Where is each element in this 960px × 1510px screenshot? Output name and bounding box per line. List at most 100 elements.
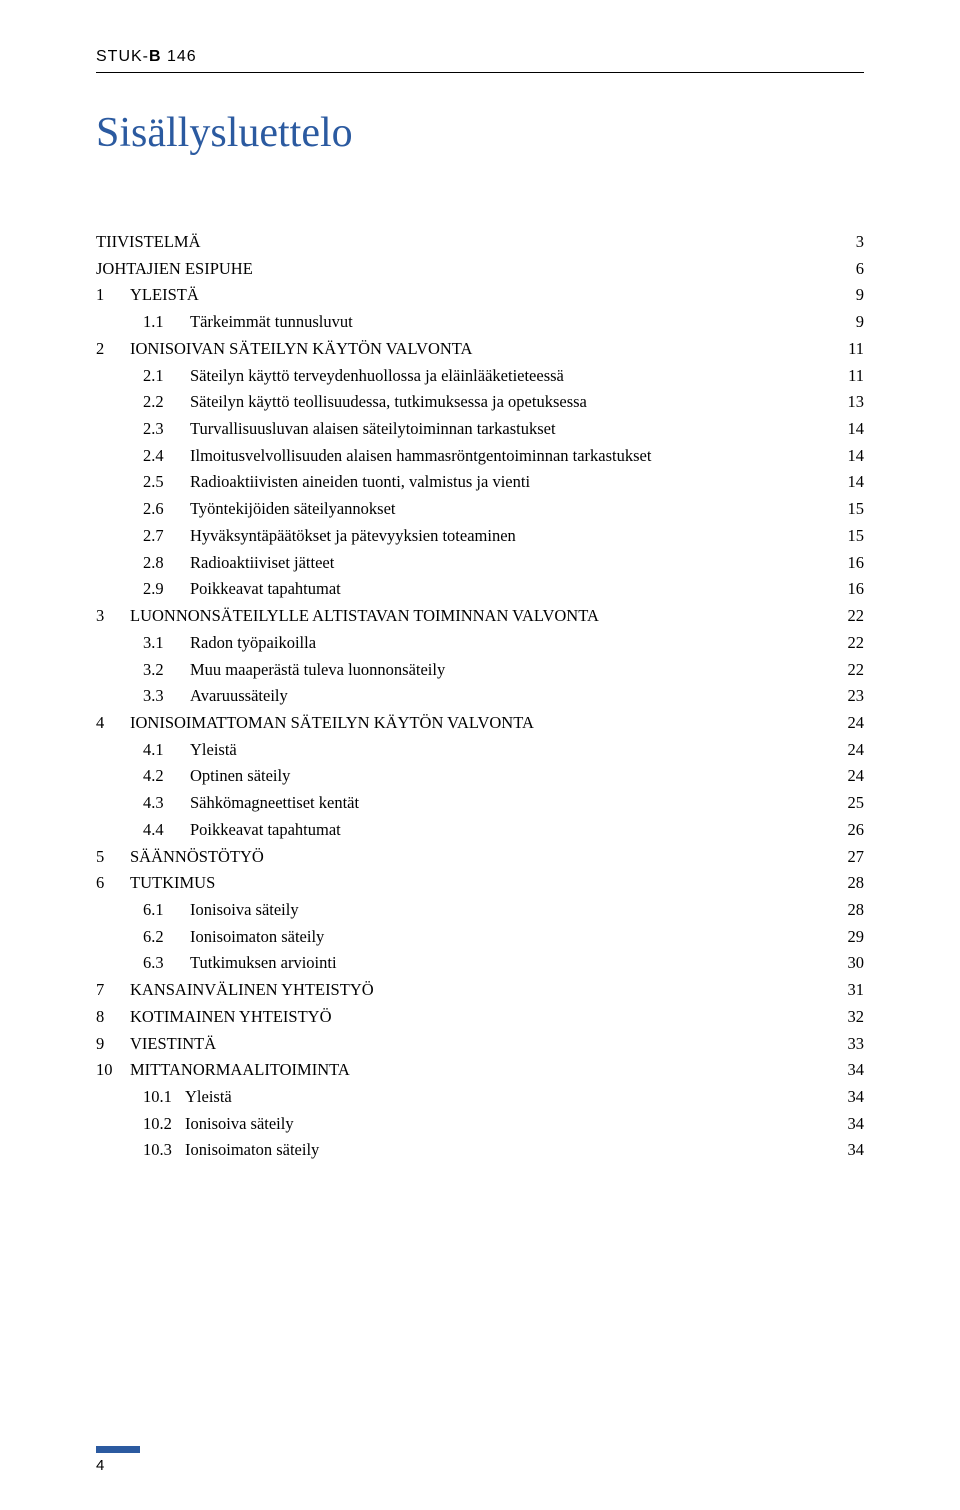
- toc-chapter: 3LUONNONSÄTEILYLLE ALTISTAVAN TOIMINNAN …: [96, 603, 864, 630]
- toc-entry-label: 1.1Tärkeimmät tunnusluvut: [96, 309, 824, 336]
- toc-chapter: 7KANSAINVÄLINEN YHTEISTYÖ31: [96, 977, 864, 1004]
- table-of-contents: TIIVISTELMÄ3JOHTAJIEN ESIPUHE61YLEISTÄ91…: [96, 229, 864, 1164]
- toc-section-number: 2.7: [143, 523, 190, 550]
- toc-section-title: Hyväksyntäpäätökset ja pätevyyksien tote…: [190, 526, 516, 545]
- toc-page-number: 6: [824, 256, 864, 283]
- toc-section-number: 10.3: [143, 1137, 185, 1164]
- toc-page-number: 13: [824, 389, 864, 416]
- toc-section-number: 4.2: [143, 763, 190, 790]
- toc-entry-label: 1YLEISTÄ: [96, 282, 824, 309]
- toc-entry-label: 2.4Ilmoitusvelvollisuuden alaisen hammas…: [96, 443, 824, 470]
- toc-chapter-title: JOHTAJIEN ESIPUHE: [96, 259, 253, 278]
- toc-section-number: 4.3: [143, 790, 190, 817]
- toc-chapter-title: MITTANORMAALITOIMINTA: [130, 1060, 350, 1079]
- toc-page-number: 24: [824, 710, 864, 737]
- toc-section-number: 1.1: [143, 309, 190, 336]
- toc-section-number: 3.1: [143, 630, 190, 657]
- toc-entry-label: 10.2Ionisoiva säteily: [96, 1111, 824, 1138]
- toc-page-number: 28: [824, 870, 864, 897]
- toc-section: 10.1Yleistä34: [96, 1084, 864, 1111]
- toc-section-title: Radioaktiivisten aineiden tuonti, valmis…: [190, 472, 530, 491]
- toc-entry-label: 2.9Poikkeavat tapahtumat: [96, 576, 824, 603]
- toc-chapter-number: 8: [96, 1004, 130, 1031]
- toc-page-number: 34: [824, 1057, 864, 1084]
- toc-entry-label: 4.1Yleistä: [96, 737, 824, 764]
- toc-entry-label: 8KOTIMAINEN YHTEISTYÖ: [96, 1004, 824, 1031]
- toc-page-number: 29: [824, 924, 864, 951]
- toc-section: 2.2Säteilyn käyttö teollisuudessa, tutki…: [96, 389, 864, 416]
- toc-entry-label: 6.2Ionisoimaton säteily: [96, 924, 824, 951]
- toc-entry-label: 4.4Poikkeavat tapahtumat: [96, 817, 824, 844]
- toc-section-title: Radon työpaikoilla: [190, 633, 316, 652]
- toc-section-title: Poikkeavat tapahtumat: [190, 820, 341, 839]
- toc-section-number: 4.4: [143, 817, 190, 844]
- toc-section-title: Sähkömagneettiset kentät: [190, 793, 359, 812]
- toc-entry-label: 10.3Ionisoimaton säteily: [96, 1137, 824, 1164]
- toc-entry-label: 2IONISOIVAN SÄTEILYN KÄYTÖN VALVONTA: [96, 336, 824, 363]
- toc-chapter-number: 10: [96, 1057, 130, 1084]
- toc-page-number: 26: [824, 817, 864, 844]
- toc-page-number: 14: [824, 469, 864, 496]
- toc-section: 4.4Poikkeavat tapahtumat26: [96, 817, 864, 844]
- toc-section-number: 2.9: [143, 576, 190, 603]
- toc-page-number: 32: [824, 1004, 864, 1031]
- toc-section: 4.2Optinen säteily24: [96, 763, 864, 790]
- toc-page-number: 34: [824, 1137, 864, 1164]
- toc-section-title: Ionisoiva säteily: [185, 1114, 294, 1133]
- toc-entry-label: 2.6Työntekijöiden säteilyannokset: [96, 496, 824, 523]
- toc-chapter-title: IONISOIMATTOMAN SÄTEILYN KÄYTÖN VALVONTA: [130, 713, 534, 732]
- toc-chapter-title: TUTKIMUS: [130, 873, 215, 892]
- toc-chapter: 2IONISOIVAN SÄTEILYN KÄYTÖN VALVONTA11: [96, 336, 864, 363]
- toc-entry-label: 2.3Turvallisuusluvan alaisen säteilytoim…: [96, 416, 824, 443]
- toc-entry-label: 2.7Hyväksyntäpäätökset ja pätevyyksien t…: [96, 523, 824, 550]
- toc-section-number: 2.6: [143, 496, 190, 523]
- document-code: STUK-B 146: [96, 48, 864, 66]
- toc-section: 10.2Ionisoiva säteily34: [96, 1111, 864, 1138]
- toc-section-number: 2.5: [143, 469, 190, 496]
- toc-page-number: 31: [824, 977, 864, 1004]
- toc-chapter: 10MITTANORMAALITOIMINTA 34: [96, 1057, 864, 1084]
- toc-section-number: 4.1: [143, 737, 190, 764]
- toc-section-number: 10.1: [143, 1084, 185, 1111]
- toc-page-number: 24: [824, 737, 864, 764]
- toc-section-number: 3.3: [143, 683, 190, 710]
- toc-section: 6.1Ionisoiva säteily28: [96, 897, 864, 924]
- toc-section-title: Radioaktiiviset jätteet: [190, 553, 334, 572]
- toc-section-title: Avaruussäteily: [190, 686, 288, 705]
- toc-section-number: 6.2: [143, 924, 190, 951]
- toc-entry-label: 7KANSAINVÄLINEN YHTEISTYÖ: [96, 977, 824, 1004]
- toc-entry-label: TIIVISTELMÄ: [96, 229, 824, 256]
- toc-entry-label: 6TUTKIMUS: [96, 870, 824, 897]
- toc-chapter: JOHTAJIEN ESIPUHE 6: [96, 256, 864, 283]
- toc-section-title: Yleistä: [190, 740, 237, 759]
- toc-page-number: 30: [824, 950, 864, 977]
- toc-page-number: 9: [824, 282, 864, 309]
- toc-entry-label: 4IONISOIMATTOMAN SÄTEILYN KÄYTÖN VALVONT…: [96, 710, 824, 737]
- toc-section-title: Ionisoiva säteily: [190, 900, 299, 919]
- footer-accent: [96, 1446, 140, 1453]
- toc-page-number: 23: [824, 683, 864, 710]
- toc-chapter-number: 5: [96, 844, 130, 871]
- toc-section-title: Turvallisuusluvan alaisen säteilytoiminn…: [190, 419, 556, 438]
- toc-page-number: 24: [824, 763, 864, 790]
- toc-section-title: Ionisoimaton säteily: [185, 1140, 319, 1159]
- toc-entry-label: 2.8Radioaktiiviset jätteet: [96, 550, 824, 577]
- toc-entry-label: 2.5Radioaktiivisten aineiden tuonti, val…: [96, 469, 824, 496]
- toc-section-title: Työntekijöiden säteilyannokset: [190, 499, 396, 518]
- toc-section-number: 6.3: [143, 950, 190, 977]
- toc-chapter-number: 6: [96, 870, 130, 897]
- toc-page-number: 22: [824, 657, 864, 684]
- toc-section: 6.2Ionisoimaton säteily29: [96, 924, 864, 951]
- toc-section-title: Ionisoimaton säteily: [190, 927, 324, 946]
- toc-page-number: 11: [824, 336, 864, 363]
- toc-entry-label: 3.2Muu maaperästä tuleva luonnonsäteily: [96, 657, 824, 684]
- toc-section: 1.1Tärkeimmät tunnusluvut9: [96, 309, 864, 336]
- toc-section-title: Tärkeimmät tunnusluvut: [190, 312, 353, 331]
- toc-page-number: 15: [824, 496, 864, 523]
- toc-chapter: 9VIESTINTÄ33: [96, 1031, 864, 1058]
- code-prefix: STUK-: [96, 48, 149, 65]
- toc-chapter-title: SÄÄNNÖSTÖTYÖ: [130, 847, 264, 866]
- toc-chapter-number: 1: [96, 282, 130, 309]
- toc-section: 2.5Radioaktiivisten aineiden tuonti, val…: [96, 469, 864, 496]
- toc-chapter: 6TUTKIMUS28: [96, 870, 864, 897]
